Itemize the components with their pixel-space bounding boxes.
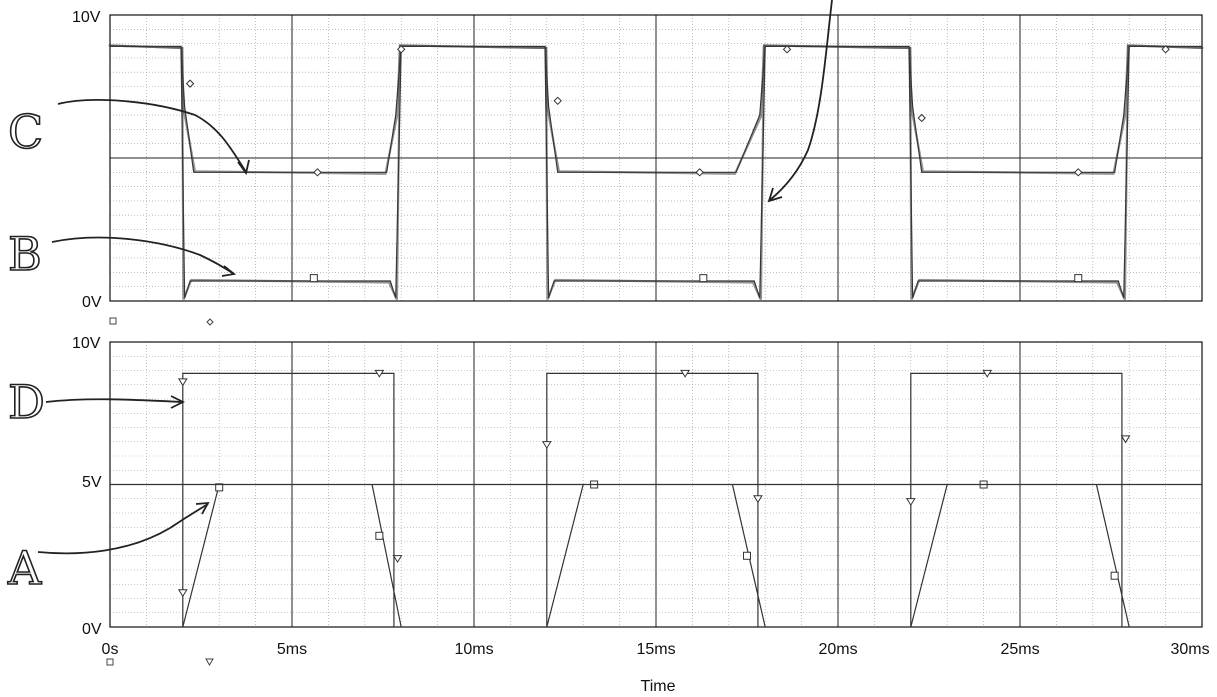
bottom-series-triangle-down-point [982, 369, 993, 378]
top-y-tick-0v: 0V [82, 294, 102, 311]
bottom-y-tick-0v: 0V [82, 621, 102, 638]
bottom-series-triangle-down-point [753, 495, 763, 504]
bottom-legend-triangle-marker [205, 658, 214, 666]
annotation-arrow-top-right [767, 0, 833, 203]
bottom-series-square-trace-1 [371, 484, 402, 628]
bottom-series-triangle-down-trace-2 [910, 372, 1123, 627]
x-tick-20ms: 20ms [818, 641, 857, 658]
top-series-diamond-point [553, 96, 562, 106]
top-series-square-point [699, 274, 708, 283]
top-legend-diamond-marker [206, 318, 214, 326]
annotation-d: D [7, 374, 186, 430]
bottom-y-tick-10v: 10V [72, 335, 101, 352]
bottom-y-tick-5v: 5V [82, 474, 102, 491]
bottom-series-triangle-down-trace-1 [546, 372, 759, 627]
annotation-a: A [6, 501, 210, 596]
bottom-series-square-trace-4 [910, 484, 948, 628]
svg-text:B: B [8, 227, 42, 281]
top-y-tick-10v: 10V [72, 9, 101, 26]
x-axis-label: Time [641, 678, 676, 695]
x-tick-15ms: 15ms [636, 641, 675, 658]
bottom-series-triangle-down-point [392, 555, 403, 564]
bottom-series-square-point [375, 531, 384, 540]
x-tick-25ms: 25ms [1000, 641, 1039, 658]
bottom-series-triangle-down-point [177, 589, 188, 598]
top-series-diamond-point [313, 168, 322, 177]
bottom-series-triangle-down-point [1120, 435, 1131, 444]
bottom-series-square-trace-2 [546, 484, 584, 628]
top-legend-square-marker [109, 317, 117, 325]
top-series-square-point [309, 274, 318, 283]
x-tick-30ms: 30ms [1170, 641, 1209, 658]
top-series-square-point [1074, 274, 1083, 283]
top-grid [109, 14, 1203, 302]
bottom-series-triangle-down-point [905, 498, 916, 507]
top-series-diamond-point [185, 79, 195, 88]
bottom-series-triangle-down-trace-0 [182, 372, 395, 627]
bottom-plot-panel [109, 341, 1203, 628]
bottom-series-square-trace-0 [182, 484, 220, 628]
x-tick-0s: 0s [102, 641, 119, 658]
bottom-series-triangle-down-point [680, 369, 691, 378]
bottom-series-square-point [1110, 571, 1119, 580]
top-series-diamond-point [1161, 45, 1170, 54]
svg-text:D: D [8, 375, 45, 429]
top-series-diamond-point [782, 45, 792, 54]
annotation-c: C [7, 99, 250, 176]
top-series-diamond-ink-overlay [108, 44, 1204, 175]
x-tick-5ms: 5ms [277, 641, 307, 658]
bottom-series-square-trace-5 [1095, 484, 1130, 628]
top-plot-frame [109, 14, 1203, 302]
top-series-diamond-point [917, 113, 926, 123]
bottom-series-triangle-down-point [374, 369, 385, 378]
annotation-b: B [7, 226, 237, 282]
top-series-diamond-point [695, 168, 704, 177]
bottom-series-square-point [743, 551, 751, 560]
top-series-square-ink-overlay [108, 44, 1204, 301]
top-series-diamond-point [396, 45, 406, 54]
x-tick-10ms: 10ms [454, 641, 493, 658]
svg-text:A: A [7, 541, 42, 595]
svg-text:C: C [8, 105, 43, 159]
bottom-series-square-point [215, 483, 224, 492]
top-plot-panel [108, 14, 1204, 302]
bottom-legend-square-marker [106, 658, 114, 666]
top-series-diamond-point [1074, 168, 1083, 177]
bottom-series-triangle-down-point [541, 441, 552, 450]
bottom-series-triangle-down-point [177, 378, 188, 387]
